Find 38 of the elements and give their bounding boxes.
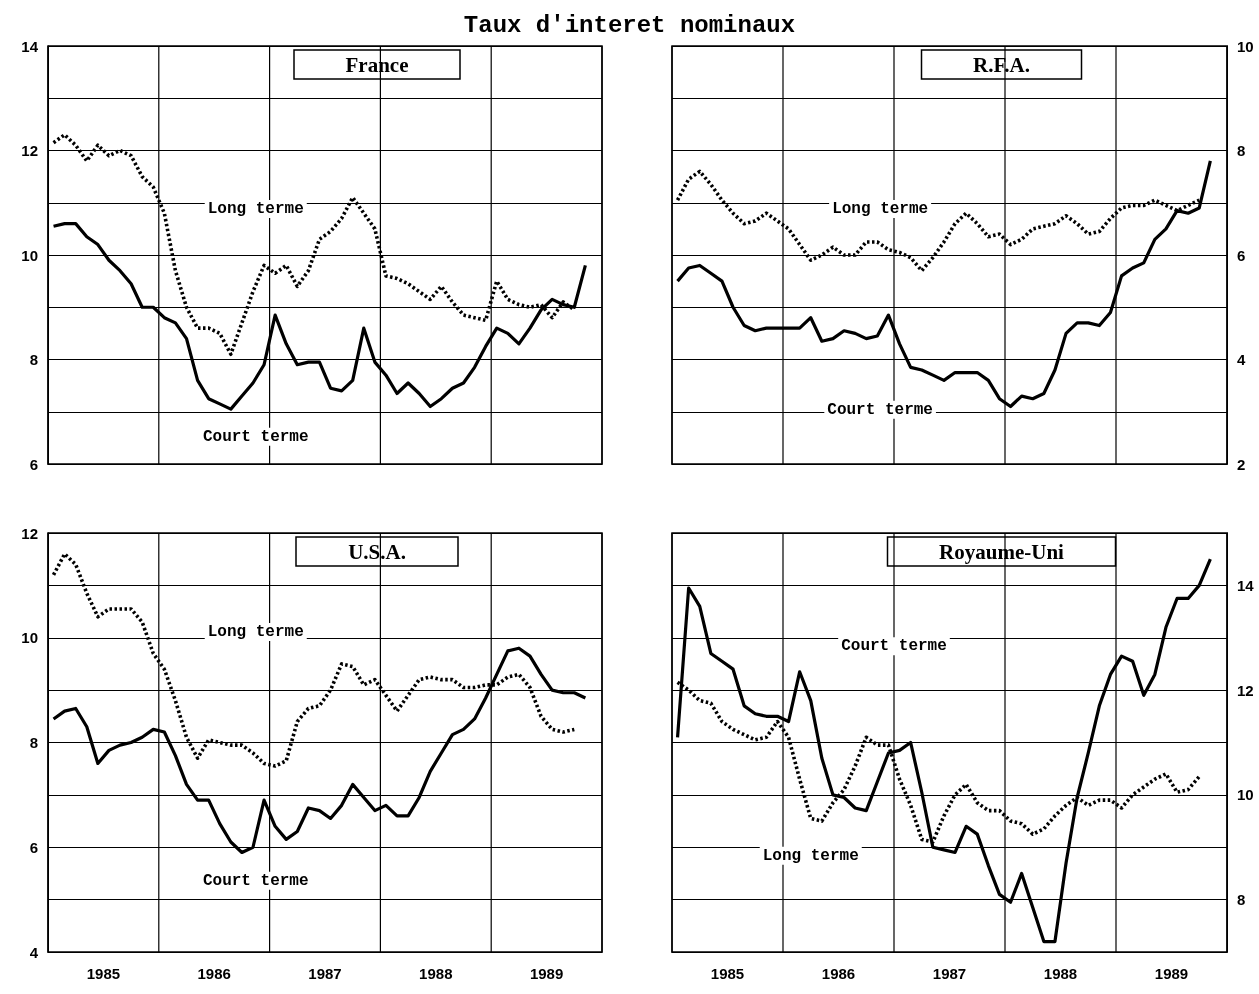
y-tick-label: 12 [1237, 681, 1254, 699]
y-tick-label: 8 [29, 734, 38, 751]
y-tick-label: 10 [21, 246, 38, 264]
text: Court terme [841, 637, 947, 656]
y-tick-label: 8 [1237, 891, 1246, 909]
y-tick-label: 12 [21, 142, 38, 159]
y-tick-label: 6 [1237, 246, 1246, 264]
x-tick-label: 1987 [308, 965, 342, 982]
y-tick-label: 14 [21, 37, 39, 55]
x-tick-label: 1985 [86, 965, 121, 982]
x-tick-label: 1985 [710, 965, 745, 982]
y-tick-label: 2 [1237, 455, 1246, 473]
y-tick-label: 6 [29, 455, 38, 473]
x-tick-label: 1989 [1154, 965, 1189, 982]
y-tick-label: 8 [1237, 142, 1246, 159]
text: Long terme [207, 622, 304, 641]
x-tick-label: 1986 [821, 965, 856, 982]
x-tick-label: 1989 [529, 965, 564, 982]
y-tick-label: 10 [1237, 786, 1254, 804]
x-tick-label: 1988 [1043, 965, 1078, 982]
y-tick-label: 4 [1237, 351, 1246, 368]
series-label: Court terme [202, 871, 309, 890]
x-tick-label: 1986 [197, 965, 231, 982]
series-label: Long terme [832, 200, 929, 219]
y-tick-label: 8 [29, 351, 38, 368]
x-tick-label: 1988 [419, 965, 453, 982]
series-label: Long terme [207, 200, 304, 219]
y-tick-label: 14 [1237, 576, 1255, 594]
x-tick-label: 1987 [932, 965, 967, 982]
y-tick-label: 6 [29, 838, 38, 856]
series-label: Court terme [827, 400, 933, 419]
text: Taux d'interet nominaux [462, 12, 797, 39]
y-tick-label: 10 [1237, 37, 1254, 55]
series-label: Court terme [202, 427, 309, 446]
y-tick-label: 10 [21, 629, 38, 647]
y-tick-label: 12 [21, 524, 38, 542]
y-tick-label: 4 [29, 943, 39, 961]
text: Long terme [762, 846, 859, 865]
